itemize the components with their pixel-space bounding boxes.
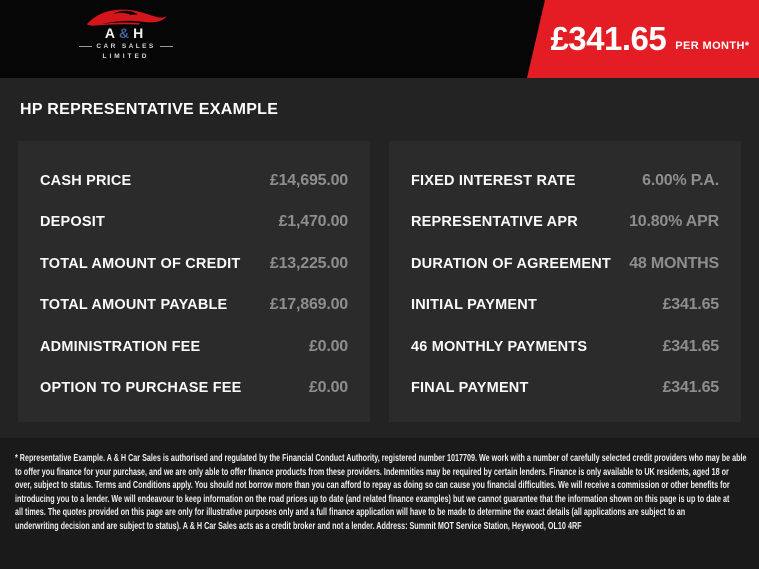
row-value: £0.00 <box>308 337 348 355</box>
finance-panels: CASH PRICE £14,695.00 DEPOSIT £1,470.00 … <box>0 141 759 422</box>
brand-letter-a: A <box>104 25 119 41</box>
finance-panel-left: CASH PRICE £14,695.00 DEPOSIT £1,470.00 … <box>18 141 370 422</box>
finance-row: FINAL PAYMENT £341.65 <box>411 368 719 410</box>
row-value: £341.65 <box>662 296 720 314</box>
row-label: REPRESENTATIVE APR <box>411 214 578 231</box>
monthly-price-suffix: PER MONTH* <box>675 40 750 52</box>
disclaimer-line: over, subject to status. Terms and Condi… <box>15 480 730 491</box>
disclaimer-line: all times. The quotes provided on this p… <box>15 507 686 518</box>
disclaimer-line: introducing you to a lender. We will end… <box>15 493 730 505</box>
finance-row: DURATION OF AGREEMENT 48 MONTHS <box>411 243 719 285</box>
top-bar: A&H CAR SALES LIMITED £341.65 PER MONTH* <box>0 0 759 78</box>
brand-subtitle-limited: LIMITED <box>102 52 150 60</box>
row-label: ADMINISTRATION FEE <box>40 338 201 355</box>
section-spacer <box>0 422 759 438</box>
row-value: £13,225.00 <box>269 254 348 272</box>
row-value: £1,470.00 <box>278 213 349 231</box>
car-icon <box>78 5 174 31</box>
row-label: 46 MONTHLY PAYMENTS <box>411 338 588 355</box>
finance-row: TOTAL AMOUNT PAYABLE £17,869.00 <box>40 285 348 327</box>
finance-row: 46 MONTHLY PAYMENTS £341.65 <box>411 326 719 368</box>
row-label: INITIAL PAYMENT <box>411 297 537 314</box>
finance-row: OPTION TO PURCHASE FEE £0.00 <box>40 368 348 410</box>
monthly-price: £341.65 <box>550 20 667 57</box>
disclaimer-footer: * Representative Example. A & H Car Sale… <box>0 438 759 569</box>
row-label: DURATION OF AGREEMENT <box>411 255 611 272</box>
finance-row: CASH PRICE £14,695.00 <box>40 160 348 202</box>
finance-row: FIXED INTEREST RATE 6.00% P.A. <box>411 160 719 202</box>
brand-letter-h: H <box>133 25 148 41</box>
brand-logo: A&H CAR SALES LIMITED <box>78 5 174 60</box>
monthly-price-banner: £341.65 PER MONTH* <box>527 0 759 78</box>
row-label: DEPOSIT <box>40 214 106 231</box>
disclaimer-line: underwriting decision and are subject to… <box>15 520 582 532</box>
brand-ampersand: & <box>118 25 134 41</box>
brand-subtitle-car-sales: CAR SALES <box>78 43 174 50</box>
row-value: £341.65 <box>662 379 720 397</box>
row-value: 6.00% P.A. <box>642 171 719 189</box>
row-value: 48 MONTHS <box>629 254 719 272</box>
heading-strip: HP REPRESENTATIVE EXAMPLE <box>0 78 759 141</box>
finance-row: DEPOSIT £1,470.00 <box>40 202 348 244</box>
finance-row: ADMINISTRATION FEE £0.00 <box>40 326 348 368</box>
row-value: £341.65 <box>662 337 720 355</box>
row-value: £17,869.00 <box>269 296 348 314</box>
finance-row: TOTAL AMOUNT OF CREDIT £13,225.00 <box>40 243 348 285</box>
row-label: TOTAL AMOUNT OF CREDIT <box>40 255 241 272</box>
row-label: CASH PRICE <box>40 172 132 189</box>
disclaimer-line: * Representative Example. A & H Car Sale… <box>15 453 747 464</box>
finance-row: INITIAL PAYMENT £341.65 <box>411 285 719 327</box>
row-label: OPTION TO PURCHASE FEE <box>40 380 242 397</box>
row-value: £0.00 <box>308 379 348 397</box>
disclaimer-line: to offer you finance for your purchase, … <box>15 466 729 478</box>
page-title: HP REPRESENTATIVE EXAMPLE <box>20 100 279 118</box>
finance-panel-right: FIXED INTEREST RATE 6.00% P.A. REPRESENT… <box>389 141 741 422</box>
row-label: FIXED INTEREST RATE <box>411 172 576 189</box>
row-value: £14,695.00 <box>269 171 348 189</box>
row-label: TOTAL AMOUNT PAYABLE <box>40 297 228 314</box>
row-label: FINAL PAYMENT <box>411 380 529 397</box>
row-value: 10.80% APR <box>629 213 719 231</box>
finance-row: REPRESENTATIVE APR 10.80% APR <box>411 202 719 244</box>
brand-name: A&H <box>78 26 174 40</box>
